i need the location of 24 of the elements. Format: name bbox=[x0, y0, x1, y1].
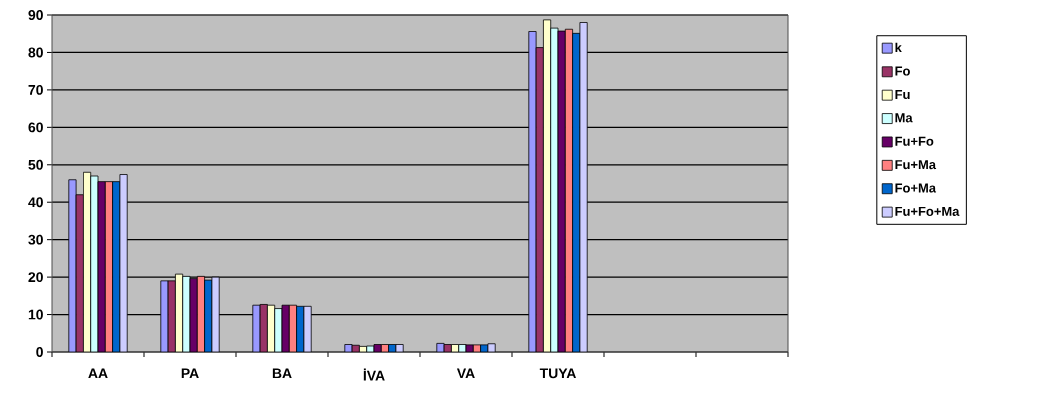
y-tick-label: 0 bbox=[36, 347, 43, 357]
x-tick-label: AA bbox=[88, 368, 108, 379]
y-tick-label: 90 bbox=[28, 10, 43, 20]
y-tick-label: 70 bbox=[28, 84, 43, 95]
x-tick-label: İVA bbox=[363, 368, 385, 381]
y-tick-label: 50 bbox=[28, 159, 43, 170]
legend-label: Fu bbox=[895, 89, 910, 99]
legend-label: Ma bbox=[895, 113, 913, 123]
y-tick-label: 10 bbox=[28, 309, 43, 320]
legend-label: Fu+Fo bbox=[895, 136, 934, 146]
y-tick-label: 30 bbox=[28, 234, 43, 245]
x-tick-label: VA bbox=[456, 368, 475, 379]
y-tick-label: 40 bbox=[28, 197, 43, 208]
legend-label: Fu+Ma bbox=[895, 160, 937, 170]
legend-label: Fo bbox=[895, 66, 910, 76]
x-tick-label: PA bbox=[181, 368, 199, 379]
legend-label: Fu+Fo+Ma bbox=[895, 206, 960, 216]
y-tick-label: 80 bbox=[28, 47, 43, 58]
y-tick-label: 60 bbox=[28, 122, 43, 133]
y-tick-label: 20 bbox=[28, 272, 43, 283]
x-tick-label: TUYA bbox=[539, 368, 576, 379]
legend-label: k bbox=[895, 42, 902, 53]
x-tick-label: BA bbox=[272, 368, 292, 379]
legend-label: Fo+Ma bbox=[895, 183, 937, 193]
